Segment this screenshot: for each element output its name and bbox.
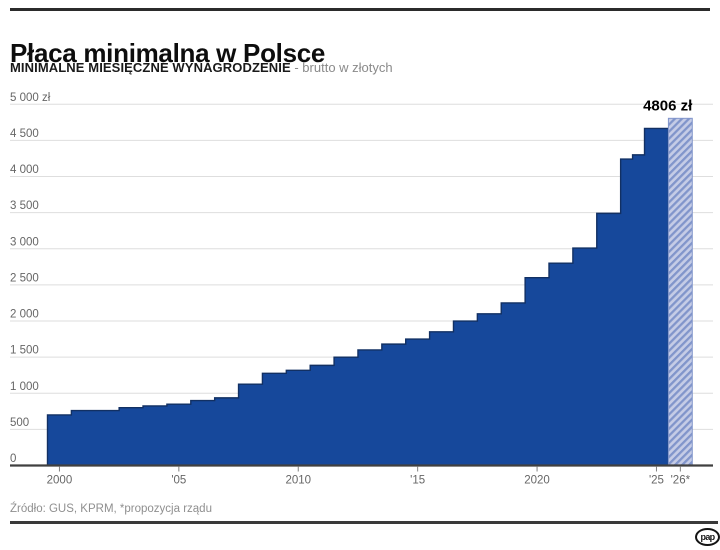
x-axis-label: '25 xyxy=(649,475,664,487)
x-axis-label: 2020 xyxy=(524,475,550,487)
subtitle-unit: - brutto w złotych xyxy=(290,60,393,75)
y-axis-label: 0 xyxy=(10,453,16,465)
value-annotation: 4806 zł xyxy=(643,97,693,114)
y-axis-label: 4 500 xyxy=(10,128,39,140)
page-title: Płaca minimalna w Polsce xyxy=(10,38,326,69)
top-rule xyxy=(10,8,710,11)
pap-logo: pap xyxy=(695,528,720,546)
y-axis-label: 3 000 xyxy=(10,236,39,248)
y-axis-label: 500 xyxy=(10,417,29,429)
subtitle-bold: MINIMALNE MIESIĘCZNE WYNAGRODZENIE xyxy=(10,60,291,75)
y-axis-label: 1 500 xyxy=(10,345,39,357)
footer-rule xyxy=(10,521,718,524)
y-axis-label: 3 500 xyxy=(10,200,39,212)
x-axis-label: 2000 xyxy=(47,475,73,487)
x-axis-label: 2010 xyxy=(285,475,311,487)
pap-logo-text: pap xyxy=(700,531,716,542)
y-axis-label: 5 000 zł xyxy=(10,92,51,104)
y-axis-label: 2 000 xyxy=(10,309,39,321)
wage-area xyxy=(47,128,669,466)
y-axis-label: 4 000 xyxy=(10,164,39,176)
source-note: Źródło: GUS, KPRM, *propozycja rządu xyxy=(10,503,212,515)
x-axis-label: '15 xyxy=(410,475,425,487)
y-axis-label: 1 000 xyxy=(10,381,39,393)
x-axis-label: '05 xyxy=(171,475,186,487)
x-axis-label: '26* xyxy=(671,475,691,487)
y-axis-label: 2 500 xyxy=(10,272,39,284)
chart-subtitle: MINIMALNE MIESIĘCZNE WYNAGRODZENIE - bru… xyxy=(10,60,700,75)
projected-bar xyxy=(667,117,693,466)
wage-area-outline xyxy=(46,127,670,466)
